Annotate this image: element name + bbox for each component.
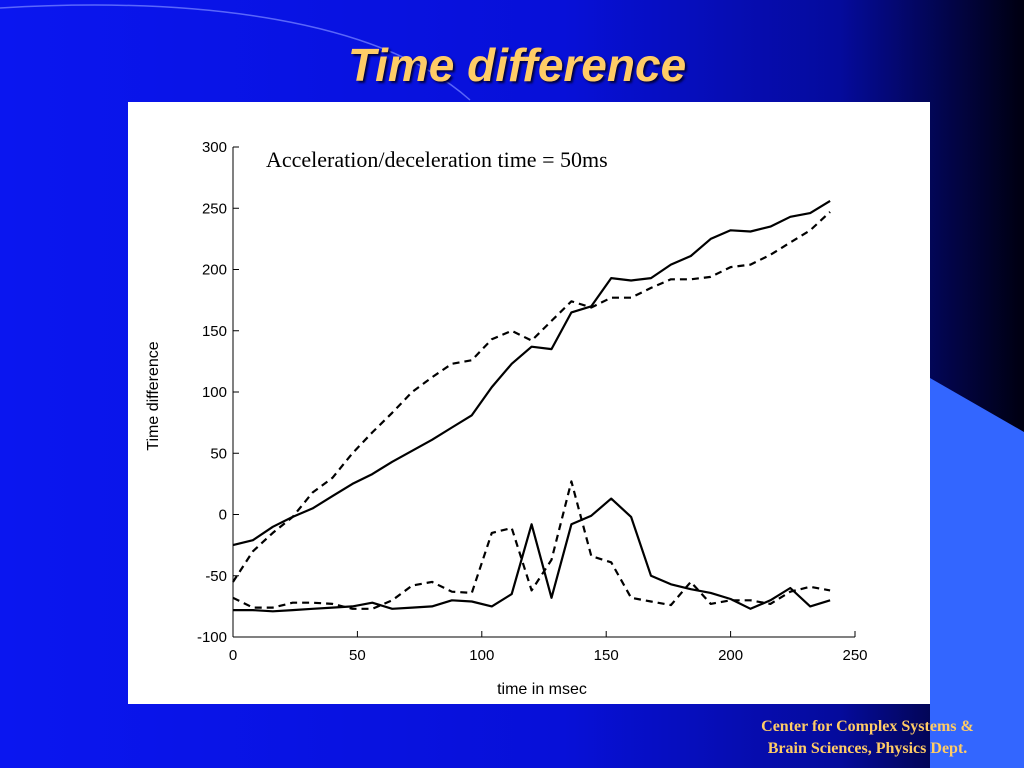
y-tick-label: -50 — [205, 568, 227, 585]
y-axis-label: Time difference — [145, 341, 162, 450]
x-tick-label: 150 — [594, 647, 619, 664]
chart-annotation: Acceleration/deceleration time = 50ms — [266, 147, 608, 172]
y-tick-label: -100 — [197, 629, 227, 646]
footer-line-1: Center for Complex Systems & — [761, 718, 974, 735]
series-line-1-solid — [232, 199, 831, 547]
line-chart: -100 -50 0 50 100 150 200 250 300 0 50 100 150 200 250… — [145, 139, 868, 698]
y-tick-label: 0 — [219, 507, 227, 524]
slide-title: Time difference — [347, 39, 687, 91]
x-axis-label: time in msec — [497, 681, 587, 698]
footer-credit: Center for Complex Systems & Brain Scien… — [720, 716, 1015, 760]
y-tick-label: 250 — [202, 200, 227, 217]
x-tick-label: 200 — [718, 647, 743, 664]
plot-area — [232, 147, 855, 638]
footer-line-2: Brain Sciences, Physics Dept. — [767, 740, 968, 757]
y-tick-label: 50 — [210, 445, 227, 462]
y-tick-label: 150 — [202, 323, 227, 340]
chart-panel: -100 -50 0 50 100 150 200 250 300 0 50 100 150 200 250… — [128, 102, 930, 704]
ticks-layer: -100 -50 0 50 100 150 200 250 300 0 50 100 150 200 250 — [197, 139, 868, 664]
series-line-2-dashed — [232, 211, 831, 583]
y-tick-label: 300 — [202, 139, 227, 156]
x-tick-label: 250 — [842, 647, 867, 664]
x-tick-label: 50 — [349, 647, 366, 664]
x-tick-label: 0 — [229, 647, 237, 664]
y-tick-label: 200 — [202, 262, 227, 279]
y-tick-label: 100 — [202, 384, 227, 401]
series-line-4-dashed — [232, 480, 831, 610]
series-line-3-solid — [233, 497, 831, 613]
accent-shape — [930, 378, 1024, 768]
series-layer — [232, 199, 831, 613]
x-tick-label: 100 — [469, 647, 494, 664]
